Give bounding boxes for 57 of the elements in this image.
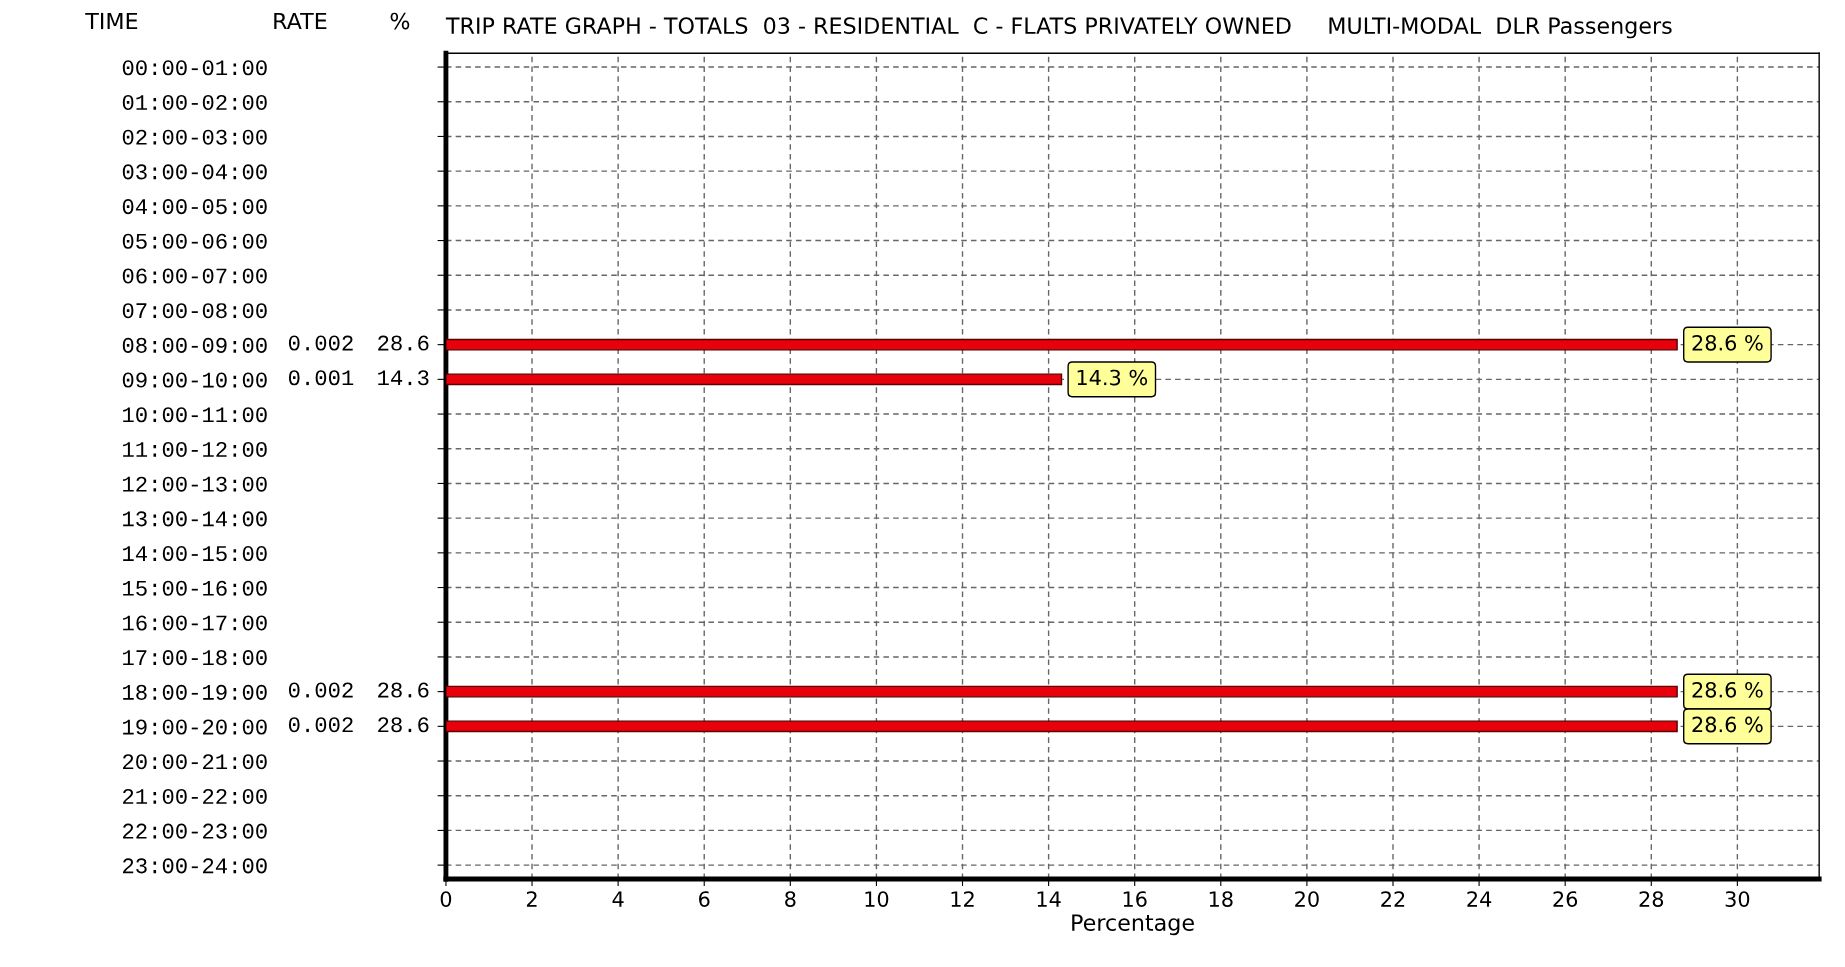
y-tick-label: 19:00-20:00 — [123, 719, 267, 735]
text: TIME — [85, 12, 138, 30]
y-tick-label: 01:00-02:00 — [122, 94, 267, 111]
x-tick-label: 22 — [1381, 891, 1405, 907]
data-label: 28.6 % — [1692, 334, 1763, 351]
x-tick-label: 0 — [440, 891, 452, 907]
y-tick-label: 09:00-10:00 — [122, 372, 267, 388]
y-tick-label: 10:00-11:00 — [123, 407, 267, 423]
y-tick-label: 03:00-04:00 — [122, 164, 267, 180]
y-tick-label: 07:00-08:00 — [122, 303, 267, 319]
x-tick-label: 18 — [1209, 891, 1233, 907]
x-tick-label: 2 — [526, 891, 537, 907]
y-tick-label: 22:00-23:00 — [123, 823, 267, 839]
y-tick-label: 06:00-07:00 — [122, 268, 267, 284]
y-tick-label: 15:00-16:00 — [123, 580, 267, 596]
text: 0.002 — [288, 682, 353, 698]
y-tick-label: 21:00-22:00 — [123, 788, 267, 804]
text: 14.3 — [378, 370, 429, 386]
y-tick-label: 04:00-05:00 — [122, 199, 267, 215]
text: 0.002 — [288, 717, 353, 733]
x-tick-label: 30 — [1725, 891, 1750, 907]
x-axis-title: Percentage — [1072, 914, 1194, 936]
y-tick-label: 02:00-03:00 — [122, 129, 267, 145]
y-tick-label: 13:00-14:00 — [123, 511, 267, 527]
y-tick-label: 23:00-24:00 — [123, 858, 267, 874]
y-tick-label: 00:00-01:00 — [122, 60, 267, 76]
x-tick-label: 10 — [865, 891, 889, 907]
data-label: 28.6 % — [1692, 681, 1763, 698]
y-tick-label: 18:00-19:00 — [123, 684, 267, 700]
x-tick-label: 26 — [1553, 891, 1578, 907]
x-tick-label: 12 — [951, 891, 974, 907]
text: 0.002 — [288, 335, 353, 351]
text: RATE — [274, 12, 327, 30]
x-tick-label: 16 — [1123, 891, 1147, 907]
data-label: 14.3 % — [1077, 369, 1148, 386]
data-label: 28.6 % — [1692, 716, 1763, 733]
text: 28.6 — [378, 717, 429, 733]
x-tick-label: 8 — [785, 891, 796, 907]
text: % — [390, 12, 410, 30]
x-tick-label: 14 — [1037, 891, 1061, 907]
text: 28.6 — [378, 335, 429, 351]
x-tick-label: 4 — [612, 891, 624, 907]
y-tick-label: 14:00-15:00 — [123, 546, 267, 562]
y-tick-label: 12:00-13:00 — [123, 476, 267, 492]
y-tick-label: 11:00-12:00 — [123, 441, 267, 458]
y-tick-label: 05:00-06:00 — [122, 233, 267, 249]
x-tick-label: 28 — [1639, 891, 1664, 907]
y-tick-label: 08:00-09:00 — [122, 337, 267, 353]
chart-title: TRIP RATE GRAPH - TOTALS 03 - RESIDENTIAL C - FLATS PRIVATELY OWNED MULTI-MODAL DLR Passengers — [445, 17, 1672, 39]
text: 0.001 — [288, 370, 354, 386]
y-tick-label: 17:00-18:00 — [123, 650, 267, 666]
x-tick-label: 6 — [699, 891, 710, 907]
x-tick-label: 20 — [1295, 891, 1319, 907]
text: 28.6 — [378, 682, 429, 698]
y-tick-label: 16:00-17:00 — [123, 615, 267, 631]
x-tick-label: 24 — [1467, 891, 1492, 907]
y-tick-label: 20:00-21:00 — [123, 754, 267, 770]
